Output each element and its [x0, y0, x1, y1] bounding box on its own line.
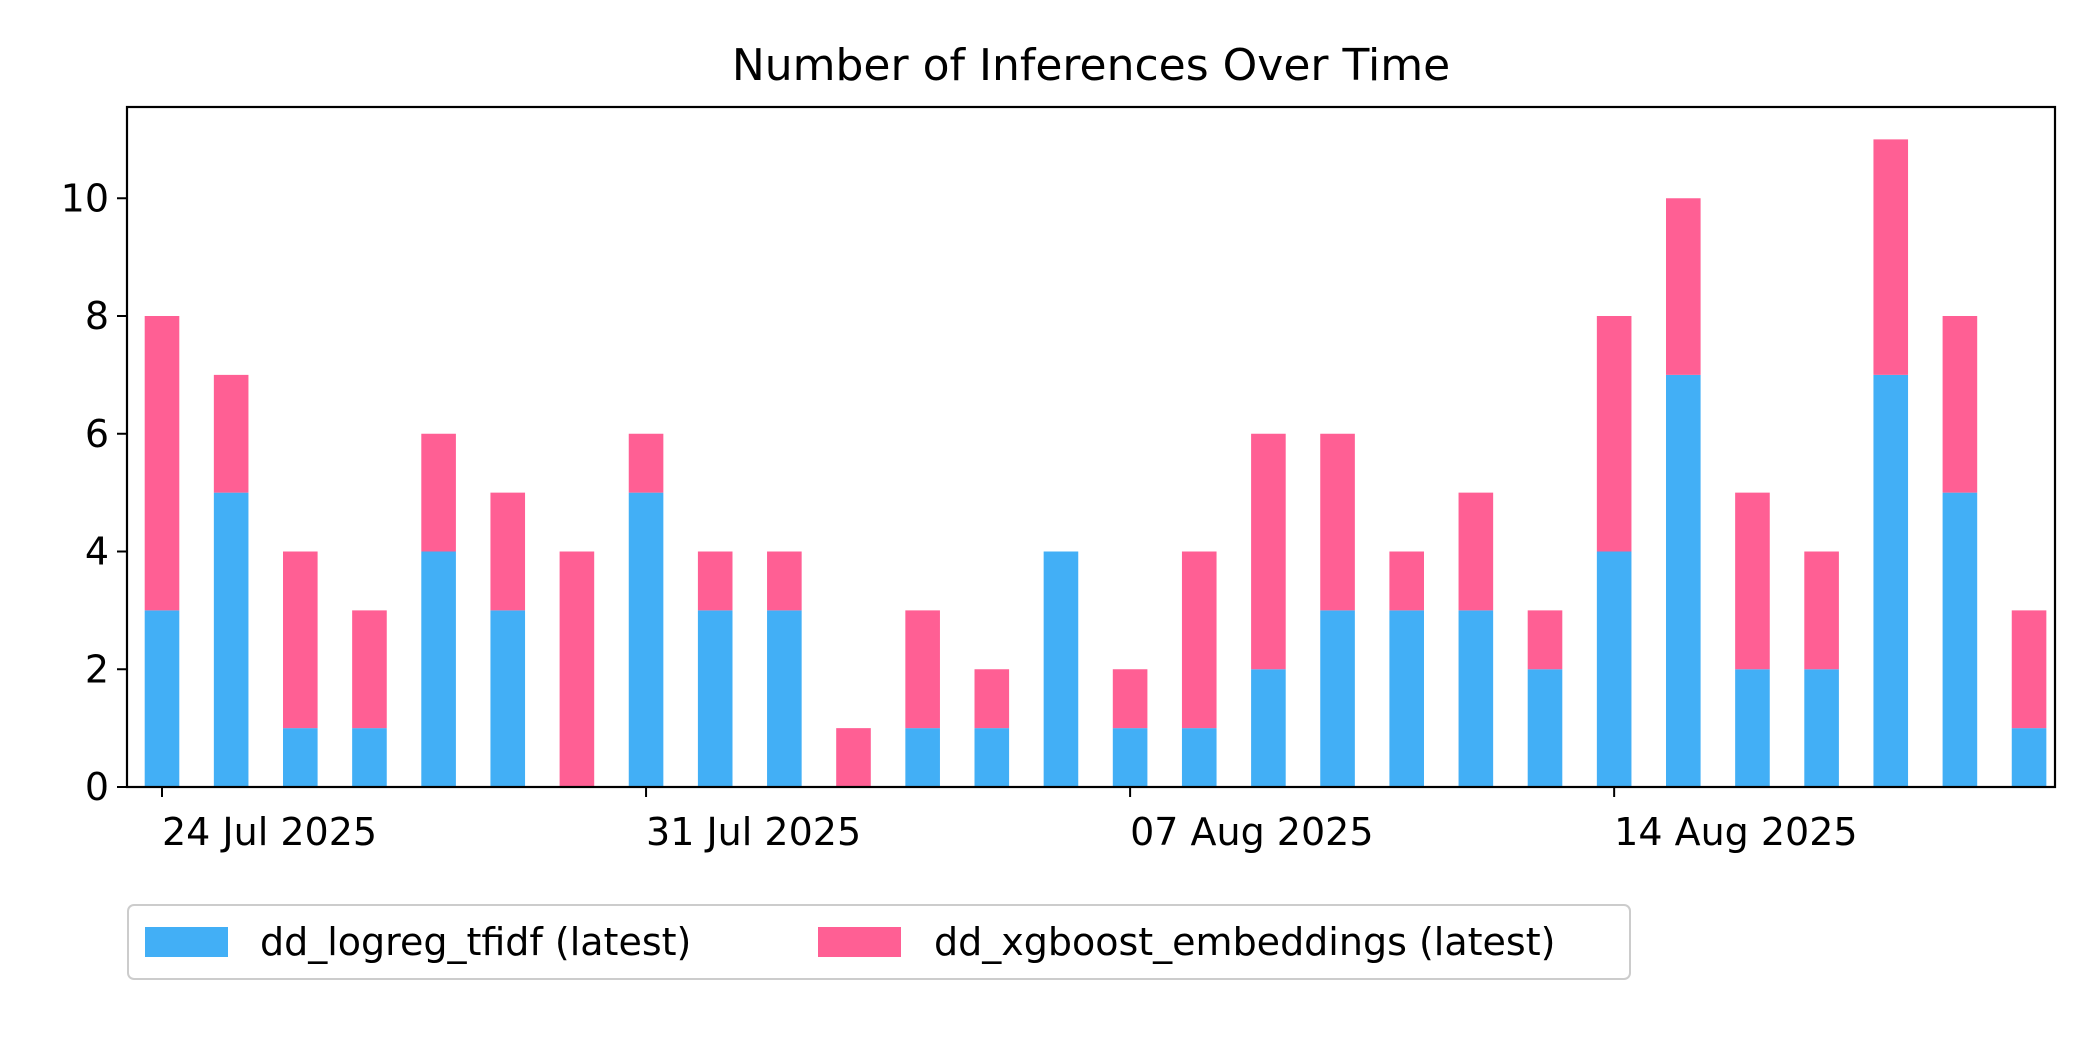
bar-logreg-2025-08-04 [905, 728, 940, 787]
bar-xgboost-2025-07-29 [490, 492, 526, 611]
bar-xgboost-2025-07-24 [144, 316, 180, 611]
legend-swatch-logreg [145, 927, 228, 957]
bar-logreg-2025-07-26 [283, 728, 318, 787]
y-tick-label-6: 6 [85, 412, 109, 456]
bar-xgboost-2025-07-26 [283, 551, 318, 729]
bar-logreg-2025-08-09 [1251, 669, 1286, 787]
bar-xgboost-2025-07-31 [628, 433, 664, 493]
chart-title: Number of Inferences Over Time [732, 40, 1450, 91]
bar-xgboost-2025-08-05 [974, 669, 1010, 729]
bar-logreg-2025-07-27 [352, 728, 387, 787]
bar-xgboost-2025-08-11 [1389, 551, 1424, 611]
plot-frame [125, 105, 2057, 789]
bar-logreg-2025-07-28 [421, 551, 456, 787]
bar-xgboost-2025-08-04 [905, 610, 940, 729]
bar-xgboost-2025-08-13 [1527, 610, 1563, 670]
bar-logreg-2025-08-12 [1458, 610, 1494, 787]
bar-logreg-2025-07-25 [213, 492, 249, 787]
y-tick-label-8: 8 [85, 294, 109, 338]
bar-logreg-2025-08-16 [1735, 669, 1770, 787]
bar-xgboost-2025-08-01 [697, 551, 733, 611]
bar-xgboost-2025-08-16 [1735, 492, 1770, 670]
bar-logreg-2025-08-13 [1527, 669, 1563, 787]
bar-logreg-2025-08-01 [697, 610, 733, 787]
bar-xgboost-2025-07-28 [421, 433, 456, 552]
bar-xgboost-2025-08-10 [1320, 433, 1355, 611]
bar-logreg-2025-08-19 [1942, 492, 1978, 787]
bar-logreg-2025-08-08 [1181, 728, 1217, 787]
bar-logreg-2025-08-07 [1112, 728, 1148, 787]
x-tick-label-3: 14 Aug 2025 [1614, 810, 1857, 854]
bar-xgboost-2025-08-18 [1873, 139, 1909, 375]
bar-xgboost-2025-08-07 [1112, 669, 1148, 729]
bar-logreg-2025-07-29 [490, 610, 526, 787]
bar-logreg-2025-08-15 [1666, 374, 1701, 787]
bar-logreg-2025-08-11 [1389, 610, 1424, 787]
x-tick-label-2: 07 Aug 2025 [1130, 810, 1373, 854]
legend-label-xgboost: dd_xgboost_embeddings (latest) [934, 920, 1555, 964]
bar-logreg-2025-08-20 [2011, 728, 2047, 787]
bar-logreg-2025-08-17 [1804, 669, 1839, 787]
legend-swatch-xgboost [818, 927, 901, 957]
bars-layer [144, 139, 2047, 787]
x-tick-label-0: 24 Jul 2025 [162, 810, 377, 854]
bar-logreg-2025-07-31 [628, 492, 664, 787]
bar-xgboost-2025-08-08 [1181, 551, 1217, 729]
bar-logreg-2025-08-14 [1596, 551, 1632, 787]
bar-xgboost-2025-08-03 [836, 728, 871, 787]
bar-xgboost-2025-08-12 [1458, 492, 1494, 611]
legend: dd_logreg_tfidf (latest) dd_xgboost_embed… [127, 904, 1631, 980]
axes-layer: 0 2 4 6 8 10 24 Jul 2025 31 Jul 2025 07 Aug 2025… [61, 105, 2057, 854]
bar-xgboost-2025-08-17 [1804, 551, 1839, 670]
y-tick-label-10: 10 [61, 176, 109, 220]
bar-xgboost-2025-08-14 [1596, 316, 1632, 552]
bar-logreg-2025-08-05 [974, 728, 1010, 787]
bar-logreg-2025-08-18 [1873, 374, 1909, 787]
bar-xgboost-2025-08-15 [1666, 198, 1701, 375]
bar-xgboost-2025-08-19 [1942, 316, 1978, 493]
bar-xgboost-2025-08-02 [767, 551, 802, 611]
legend-label-logreg: dd_logreg_tfidf (latest) [260, 920, 691, 964]
bar-logreg-2025-08-10 [1320, 610, 1355, 787]
bar-xgboost-2025-08-20 [2011, 610, 2047, 729]
bar-xgboost-2025-07-25 [213, 374, 249, 493]
bar-xgboost-2025-07-30 [559, 551, 595, 787]
bar-xgboost-2025-07-27 [352, 610, 387, 729]
bar-logreg-2025-08-02 [767, 610, 802, 787]
bar-xgboost-2025-08-09 [1251, 433, 1286, 670]
y-tick-label-0: 0 [85, 765, 109, 809]
x-tick-label-1: 31 Jul 2025 [646, 810, 861, 854]
bar-logreg-2025-07-24 [144, 610, 180, 787]
bar-logreg-2025-08-06 [1043, 551, 1079, 787]
y-tick-label-2: 2 [85, 647, 109, 691]
y-tick-label-4: 4 [85, 530, 109, 574]
